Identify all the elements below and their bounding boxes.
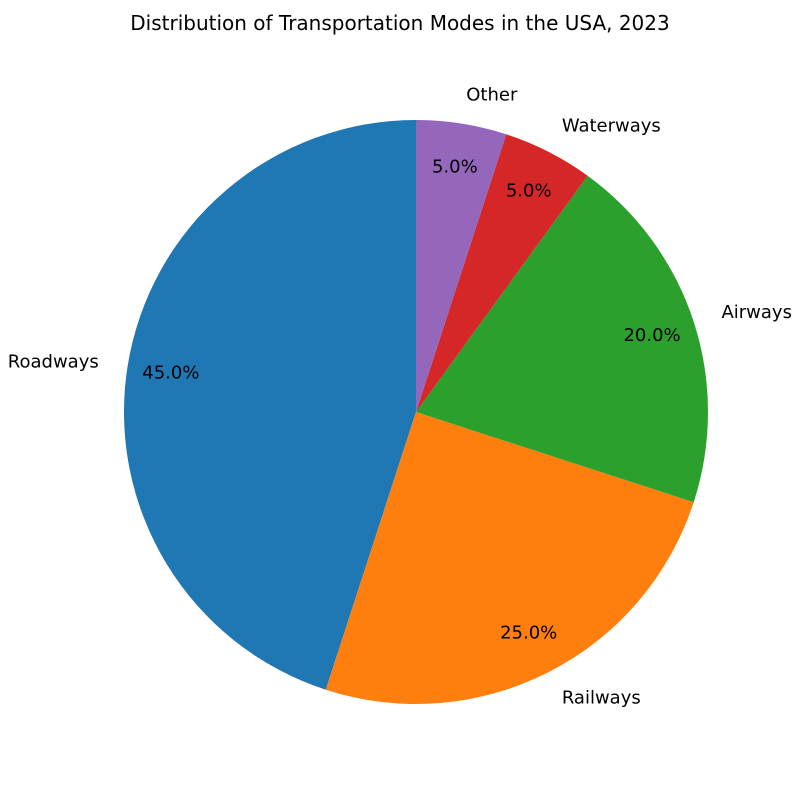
value-label-railways: 25.0% xyxy=(500,623,557,644)
category-label-roadways: Roadways xyxy=(8,351,99,372)
pie-labels: 45.0% Roadways 25.0% Railways 20.0% Airways 5.… xyxy=(8,84,792,708)
slice-waterways xyxy=(416,134,588,412)
category-label-airways: Airways xyxy=(721,302,792,323)
value-label-roadways: 45.0% xyxy=(142,363,199,384)
chart-title: Distribution of Transportation Modes in … xyxy=(130,11,670,35)
slice-other xyxy=(416,120,507,412)
category-label-railways: Railways xyxy=(562,688,641,709)
value-label-airways: 20.0% xyxy=(623,325,680,346)
slice-airways xyxy=(416,175,708,503)
value-label-waterways: 5.0% xyxy=(506,180,552,201)
category-label-other: Other xyxy=(466,84,518,105)
slice-railways xyxy=(325,412,694,704)
value-label-other: 5.0% xyxy=(432,156,478,177)
slice-roadways xyxy=(123,120,417,690)
category-label-waterways: Waterways xyxy=(562,115,661,136)
pie-slices xyxy=(123,120,708,704)
